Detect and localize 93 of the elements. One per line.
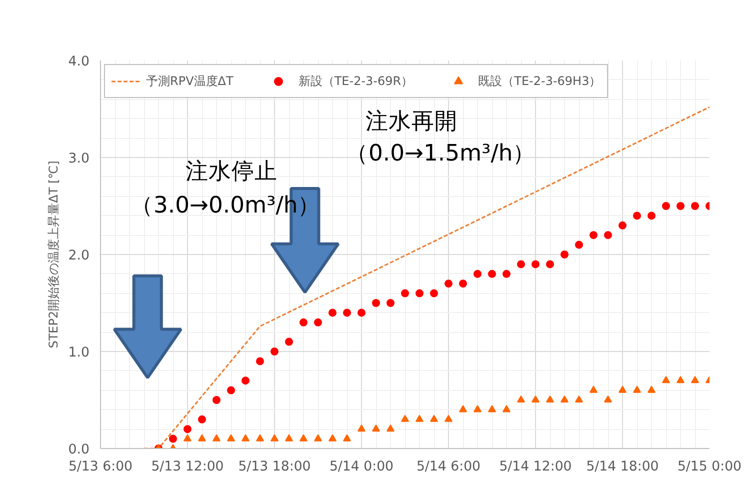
point: [242, 376, 250, 385]
point: [532, 260, 540, 268]
point: [227, 434, 235, 442]
point: [256, 434, 264, 442]
point: [358, 308, 366, 317]
point: [590, 386, 598, 393]
point: [300, 434, 308, 442]
point: [184, 425, 192, 434]
point: [532, 395, 540, 403]
point: [691, 202, 699, 210]
point: [184, 434, 192, 442]
x-tick-label: 5/14 18:00: [586, 460, 659, 474]
point: [285, 338, 293, 346]
point: [444, 280, 452, 288]
point: [270, 434, 278, 442]
point: [488, 405, 496, 412]
point: [575, 240, 583, 249]
x-tick-label: 5/14 12:00: [499, 460, 572, 474]
point: [386, 424, 394, 432]
point: [648, 386, 656, 393]
point: [676, 202, 684, 210]
point: [198, 415, 206, 424]
y-tick-label: 4.0: [68, 54, 90, 70]
point: [416, 289, 424, 298]
point: [459, 280, 467, 288]
y-tick-label: 3.0: [68, 152, 90, 166]
point: [618, 386, 626, 393]
point: [343, 434, 351, 442]
point: [488, 270, 496, 278]
point: [546, 260, 554, 268]
point: [633, 386, 641, 393]
point: [517, 395, 525, 403]
point: [198, 434, 206, 442]
point: [618, 221, 626, 230]
point: [662, 376, 670, 384]
x-tick-label: 5/14 0:00: [329, 460, 394, 474]
point: [676, 376, 684, 384]
point: [590, 231, 598, 240]
annotation: （0.0→1.5m³/h）: [346, 140, 536, 166]
point: [502, 270, 510, 278]
point: [285, 434, 293, 442]
annotation: 注水停止: [186, 158, 278, 184]
y-tick-label: 2.0: [68, 248, 90, 264]
point: [372, 424, 380, 432]
point: [604, 231, 612, 240]
point: [430, 414, 438, 422]
point: [474, 270, 482, 278]
point: [633, 212, 641, 220]
point: [459, 405, 467, 412]
point: [430, 289, 438, 298]
point: [502, 405, 510, 412]
point: [372, 299, 380, 307]
point: [416, 414, 424, 422]
x-tick-label: 5/13 18:00: [238, 460, 311, 474]
point: [242, 434, 250, 442]
point: [328, 308, 336, 317]
point: [358, 424, 366, 432]
point: [648, 212, 656, 220]
point: [517, 260, 525, 268]
point: [212, 396, 220, 404]
point: [328, 434, 336, 442]
point: [444, 414, 452, 422]
point: [314, 434, 322, 442]
point: [300, 318, 308, 326]
point: [314, 318, 322, 326]
x-tick-label: 5/14 6:00: [416, 460, 481, 474]
point: [401, 289, 409, 298]
point: [560, 250, 568, 258]
point: [691, 376, 699, 384]
annotation: 注水再開: [366, 108, 458, 134]
y-tick-label: 0.0: [68, 442, 90, 458]
point: [575, 395, 583, 403]
legend-label: 既設（TE-2-3-69H3）: [478, 72, 602, 90]
point: [662, 202, 670, 210]
point: [474, 405, 482, 412]
y-axis-title: STEP2開始後の温度上昇量ΔT [℃]: [46, 160, 60, 348]
point: [546, 395, 554, 403]
legend-label: 予測RPV温度ΔT: [146, 72, 234, 90]
point: [227, 386, 235, 394]
y-tick-label: 1.0: [68, 346, 90, 360]
point: [386, 299, 394, 307]
x-tick-label: 5/13 6:00: [68, 460, 133, 474]
point: [270, 348, 278, 356]
point: [343, 308, 351, 317]
point: [256, 357, 264, 366]
x-tick-label: 5/15 0:00: [677, 460, 742, 474]
point: [212, 434, 220, 442]
point: [401, 414, 409, 422]
x-tick-label: 5/13 12:00: [151, 460, 224, 474]
legend-label: 新設（TE-2-3-69R）: [298, 72, 414, 90]
point: [604, 395, 612, 403]
point: [169, 434, 177, 443]
point: [560, 395, 568, 403]
